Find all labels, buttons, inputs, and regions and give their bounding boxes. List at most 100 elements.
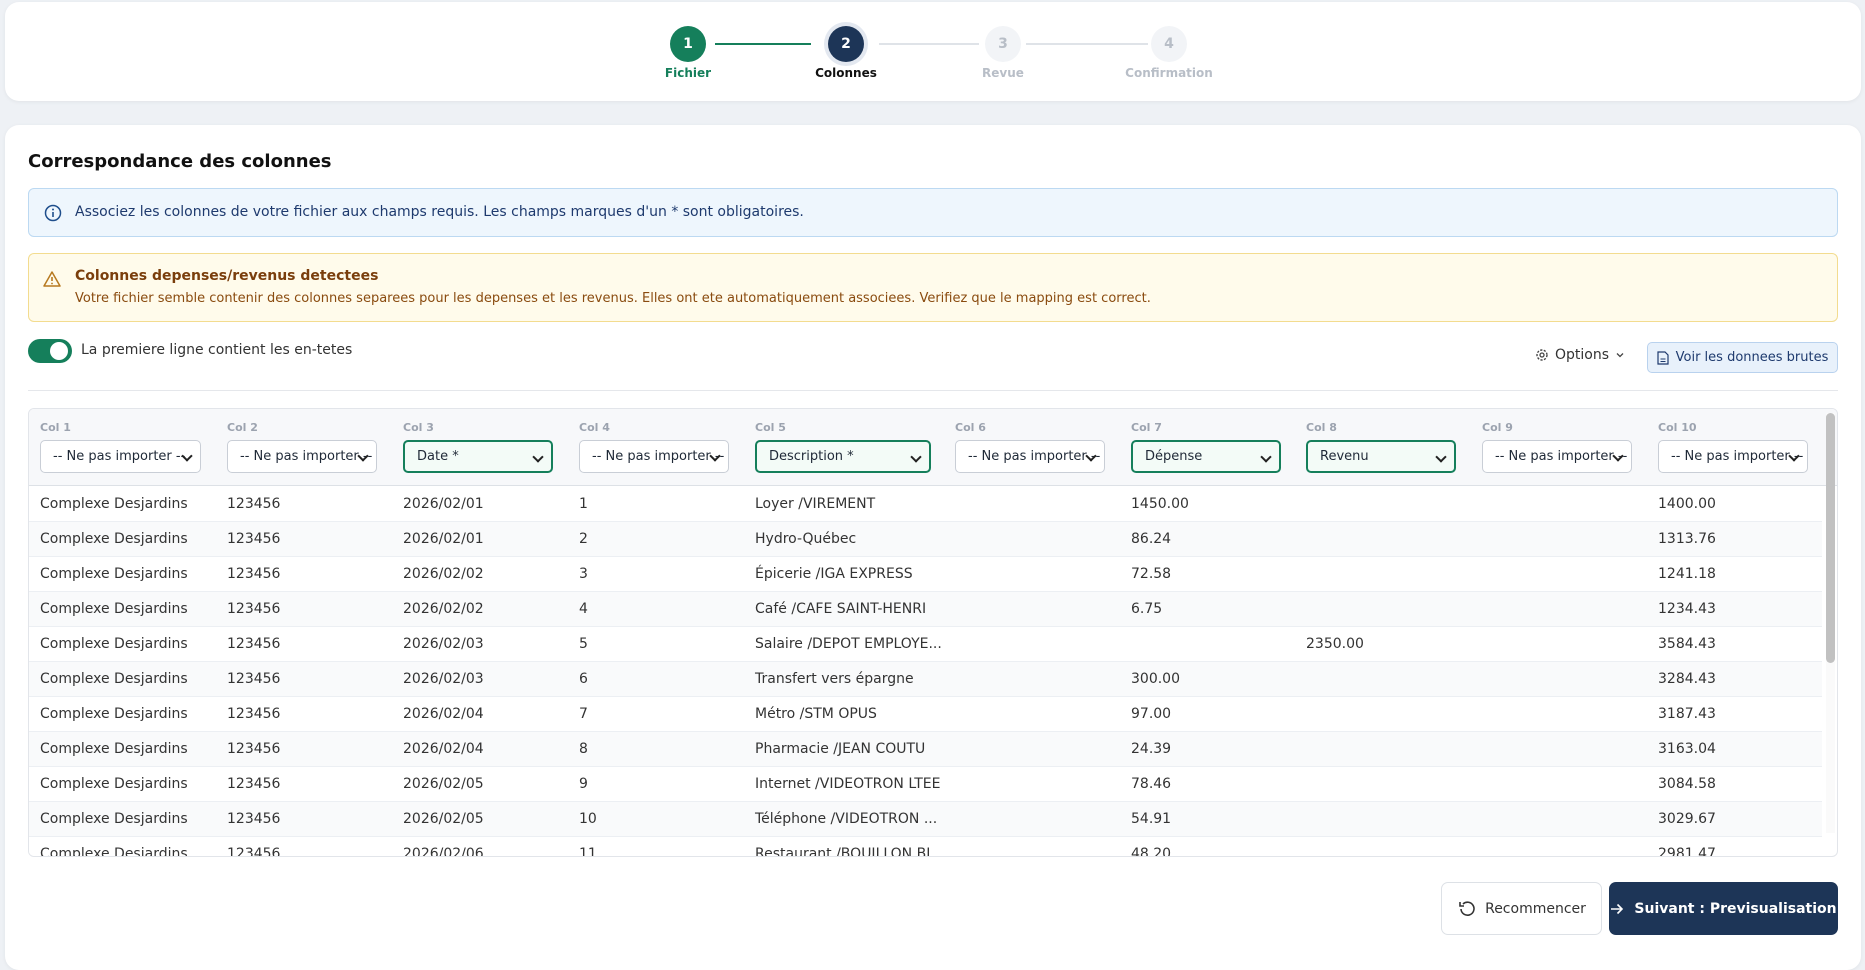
table-cell: 2026/02/04	[403, 741, 484, 757]
table-cell: 1	[579, 496, 588, 512]
options-label: Options	[1555, 347, 1610, 363]
card-title: Correspondance des colonnes	[28, 151, 332, 172]
table-cell: 4	[579, 601, 588, 617]
table-cell: 24.39	[1131, 741, 1172, 757]
table-cell: 123456	[227, 566, 281, 582]
table-cell: Complexe Desjardins	[40, 671, 188, 687]
table-cell: 123456	[227, 706, 281, 722]
step-label: Confirmation	[1125, 66, 1213, 80]
column-label: Col 3	[403, 421, 434, 434]
table-cell: Complexe Desjardins	[40, 496, 188, 512]
table-cell: 10	[579, 811, 597, 827]
table-cell: 2	[579, 531, 588, 547]
table-cell: 1234.43	[1658, 601, 1716, 617]
column-select[interactable]: Revenu	[1306, 440, 1456, 473]
column-select[interactable]: Description *	[755, 440, 931, 473]
table-cell: 123456	[227, 531, 281, 547]
warning-text: Votre fichier semble contenir des colonn…	[75, 291, 1151, 306]
column-label: Col 9	[1482, 421, 1513, 434]
table-cell: 6	[579, 671, 588, 687]
raw-data-button[interactable]: Voir les donnees brutes	[1647, 342, 1838, 373]
step-label: Fichier	[664, 66, 712, 80]
table-row: Complexe Desjardins 123456 2026/02/02 3 Épic…	[29, 557, 1822, 592]
next-button[interactable]: Suivant : Previsualisation	[1609, 882, 1838, 935]
table-cell: 2350.00	[1306, 636, 1364, 652]
header-toggle[interactable]	[28, 339, 72, 363]
table-cell: 2026/02/05	[403, 776, 484, 792]
column-label: Col 2	[227, 421, 258, 434]
table-cell: 123456	[227, 776, 281, 792]
table-cell: 11	[579, 846, 597, 857]
column-select[interactable]: -- Ne pas importer --	[1482, 440, 1632, 473]
table-cell: 48.20	[1131, 846, 1172, 857]
table-cell: 97.00	[1131, 706, 1172, 722]
table-cell: 2026/02/06	[403, 846, 484, 857]
column-label: Col 7	[1131, 421, 1162, 434]
table-cell: 123456	[227, 496, 281, 512]
table-cell: Loyer /VIREMENT	[755, 496, 876, 512]
table-cell: 123456	[227, 636, 281, 652]
toggle-label: La premiere ligne contient les en-tetes	[81, 342, 353, 358]
table-row: Complexe Desjardins 123456 2026/02/01 1 Loye…	[29, 487, 1822, 522]
table-cell: Complexe Desjardins	[40, 601, 188, 617]
table-cell: 3084.58	[1658, 776, 1716, 792]
mapping-card: Correspondance des colonnes Associez les…	[5, 125, 1861, 970]
column-select[interactable]: Date *	[403, 440, 553, 473]
table-row: Complexe Desjardins 123456 2026/02/04 8 Phar…	[29, 732, 1822, 767]
stepper: 1 Fichier 2 Colonnes 3 Revue 4 Confirmation	[5, 2, 1861, 101]
column-select[interactable]: -- Ne pas importer --	[40, 440, 201, 473]
column-label: Col 5	[755, 421, 786, 434]
table-cell: 2026/02/03	[403, 671, 484, 687]
column-select[interactable]: -- Ne pas importer --	[227, 440, 377, 473]
table-cell: Complexe Desjardins	[40, 531, 188, 547]
table-cell: 123456	[227, 671, 281, 687]
column-select[interactable]: -- Ne pas importer --	[955, 440, 1105, 473]
table-cell: Salaire /DEPOT EMPLOYE...	[755, 636, 942, 652]
table-cell: 86.24	[1131, 531, 1172, 547]
table-cell: 54.91	[1131, 811, 1172, 827]
table-cell: 2026/02/03	[403, 636, 484, 652]
info-text: Associez les colonnes de votre fichier a…	[75, 204, 804, 220]
table-cell: 2981.47	[1658, 846, 1716, 857]
table-cell: 9	[579, 776, 588, 792]
table-cell: 3	[579, 566, 588, 582]
column-label: Col 1	[40, 421, 71, 434]
step-label: Colonnes	[815, 66, 877, 80]
table-cell: Transfert vers épargne	[755, 671, 914, 687]
table-row: Complexe Desjardins 123456 2026/02/04 7 Métr…	[29, 697, 1822, 732]
table-cell: Complexe Desjardins	[40, 776, 188, 792]
warning-box: Colonnes depenses/revenus detectees Votr…	[28, 253, 1838, 322]
column-label: Col 4	[579, 421, 610, 434]
table-cell: 2026/02/02	[403, 601, 484, 617]
next-label: Suivant : Previsualisation	[1634, 900, 1837, 917]
column-label: Col 8	[1306, 421, 1337, 434]
column-select[interactable]: -- Ne pas importer --	[579, 440, 729, 473]
table-cell: 78.46	[1131, 776, 1172, 792]
table-cell: Téléphone /VIDEOTRON ...	[755, 811, 938, 827]
table-cell: Complexe Desjardins	[40, 636, 188, 652]
table-cell: 1313.76	[1658, 531, 1716, 547]
table-cell: Complexe Desjardins	[40, 846, 188, 857]
step-circle: 3	[985, 26, 1021, 62]
restart-label: Recommencer	[1485, 900, 1586, 917]
table-cell: Épicerie /IGA EXPRESS	[755, 566, 913, 582]
table-cell: Café /CAFE SAINT-HENRI	[755, 601, 927, 617]
table-cell: 3187.43	[1658, 706, 1716, 722]
column-select[interactable]: -- Ne pas importer --	[1658, 440, 1808, 473]
table-cell: 3284.43	[1658, 671, 1716, 687]
table-cell: 123456	[227, 811, 281, 827]
restart-button[interactable]: Recommencer	[1441, 882, 1602, 935]
column-label: Col 6	[955, 421, 986, 434]
table-cell: 3163.04	[1658, 741, 1716, 757]
column-select[interactable]: Dépense	[1131, 440, 1281, 473]
table-cell: Métro /STM OPUS	[755, 706, 877, 722]
table-row: Complexe Desjardins 123456 2026/02/06 11 Res…	[29, 837, 1822, 857]
table-cell: 6.75	[1131, 601, 1163, 617]
table-cell: 2026/02/02	[403, 566, 484, 582]
step-label: Revue	[982, 66, 1024, 80]
options-button[interactable]: Options	[1535, 347, 1625, 363]
table-row: Complexe Desjardins 123456 2026/02/03 5 Sala…	[29, 627, 1822, 662]
info-box: Associez les colonnes de votre fichier a…	[28, 188, 1838, 237]
table-row: Complexe Desjardins 123456 2026/02/05 10 Tél…	[29, 802, 1822, 837]
